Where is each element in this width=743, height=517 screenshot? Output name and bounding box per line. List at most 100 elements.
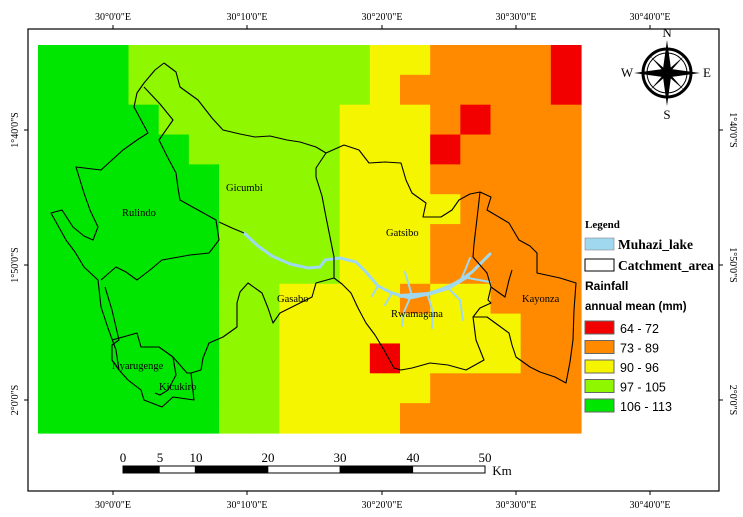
raster-cell [279, 403, 311, 434]
raster-cell [309, 45, 341, 76]
raster-cell [249, 313, 280, 345]
north-arrow-compass-icon: N S W E [621, 25, 711, 122]
raster-cell [339, 194, 371, 225]
raster-cell [550, 283, 582, 315]
raster-cell [460, 104, 492, 136]
raster-cell [279, 343, 311, 374]
raster-cell [520, 403, 552, 434]
raster-cell [339, 343, 371, 374]
raster-cell [98, 194, 130, 225]
raster-cell [98, 343, 130, 374]
raster-cell [249, 164, 280, 195]
raster-cell [38, 373, 69, 404]
raster-cell [430, 134, 461, 165]
raster-cell [38, 74, 69, 106]
raster-cell [279, 74, 311, 106]
raster-cell [188, 283, 220, 315]
scale-segment [194, 465, 269, 474]
raster-cell [550, 134, 582, 165]
legend-class-label: 73 - 89 [620, 342, 659, 356]
legend-rainfall-subtitle: annual mean (mm) [585, 301, 687, 313]
compass-w: W [621, 65, 634, 80]
raster-cell [520, 74, 552, 106]
raster-cell [430, 164, 461, 195]
raster-cell [460, 74, 492, 106]
raster-cell [490, 104, 522, 136]
legend-class-label: 106 - 113 [620, 400, 672, 414]
district-label-kicukiro: Kicukiro [159, 382, 196, 393]
raster-cell [369, 403, 401, 434]
raster-cell [219, 164, 250, 195]
catchment-area-boundaries [50, 62, 577, 408]
raster-cell [309, 313, 341, 345]
raster-cell [520, 343, 552, 374]
legend-class-swatch [584, 398, 615, 413]
legend-class-swatch [584, 340, 615, 354]
legend-class-label: 97 - 105 [620, 381, 666, 395]
raster-cell [279, 283, 311, 315]
raster-cell [188, 224, 220, 255]
raster-cell [38, 403, 69, 434]
legend-rainfall-title: Rainfall [585, 279, 628, 293]
raster-cell [550, 194, 582, 225]
raster-cell [430, 373, 461, 404]
scale-tick-label: 20 [262, 450, 275, 465]
compass-s: S [663, 107, 670, 122]
raster-cell [339, 373, 371, 404]
bottom-lon-label: 30°30'0"E [496, 500, 537, 511]
raster-cell [279, 194, 311, 225]
raster-cell [369, 194, 401, 225]
raster-cell [128, 74, 160, 106]
raster-cell [98, 283, 130, 315]
rainfall-raster [38, 45, 582, 434]
raster-cell [249, 373, 280, 404]
raster-cell [158, 253, 190, 285]
raster-cell [490, 74, 522, 106]
raster-cell [460, 45, 492, 76]
raster-cell [128, 164, 160, 195]
raster-cell [339, 313, 371, 345]
raster-cell [430, 403, 461, 434]
raster-cell [249, 45, 280, 76]
raster-cell [339, 224, 371, 255]
right-lat-label: 1°50'0"S [727, 247, 738, 282]
raster-cell [460, 403, 492, 434]
raster-cell [309, 104, 341, 136]
top-lon-label: 30°40'0"E [630, 12, 671, 23]
raster-cell [430, 45, 461, 76]
raster-cell [128, 134, 160, 165]
right-lat-label: 1°40'0"S [727, 112, 738, 147]
raster-cell [188, 164, 220, 195]
raster-cell [309, 373, 341, 404]
raster-cell [550, 74, 582, 106]
raster-cell [490, 45, 522, 76]
raster-cell [279, 104, 311, 136]
raster-cell [38, 253, 69, 285]
raster-cell [520, 224, 552, 255]
raster-cell [219, 194, 250, 225]
legend-class-swatch [584, 320, 615, 335]
graticule-ticks [24, 25, 723, 495]
legend-lake-label: Muhazi_lake [618, 237, 693, 252]
scale-segment [122, 465, 160, 474]
raster-cell [38, 45, 69, 76]
raster-cell [369, 134, 401, 165]
raster-cell [219, 74, 250, 106]
raster-cell [98, 134, 130, 165]
district-label-kayonza: Kayonza [522, 294, 560, 305]
raster-cell [98, 45, 130, 76]
raster-cell [219, 343, 250, 374]
raster-cell [249, 194, 280, 225]
legend-catchment-swatch [584, 258, 615, 272]
raster-cell [98, 104, 130, 136]
raster-cell [158, 104, 190, 136]
top-lon-label: 30°20'0"E [362, 12, 403, 23]
raster-cell [520, 134, 552, 165]
raster-cell [128, 283, 160, 315]
raster-cell [98, 164, 130, 195]
raster-cell [279, 45, 311, 76]
raster-cell [490, 313, 522, 345]
raster-cell [520, 45, 552, 76]
raster-cell [68, 343, 99, 374]
